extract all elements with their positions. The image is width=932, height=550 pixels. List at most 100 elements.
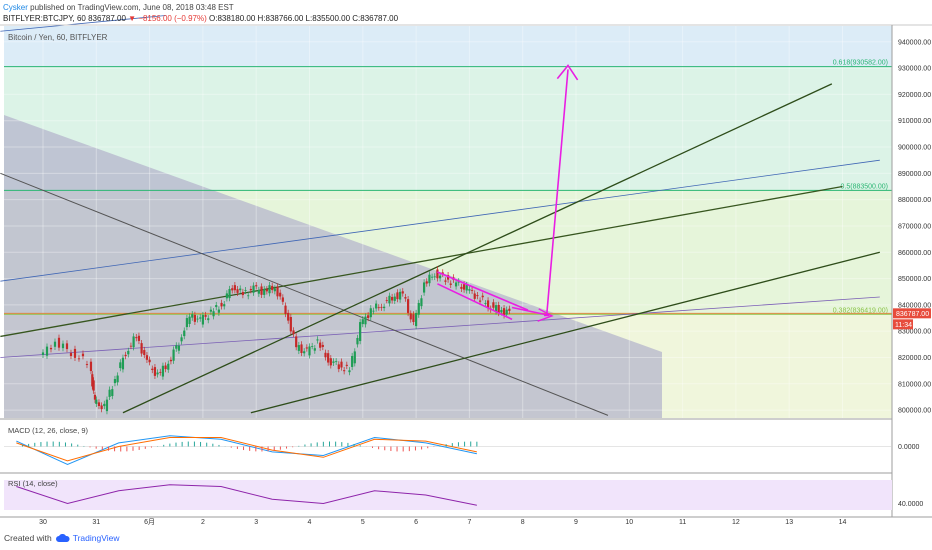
tradingview-logo[interactable]: TradingView <box>55 533 120 543</box>
x-tick-label: 11 <box>679 519 686 526</box>
candle-body <box>457 281 460 283</box>
candle-body <box>327 353 330 363</box>
y-tick-label: 940000.00 <box>898 39 931 46</box>
candle-body <box>396 292 399 300</box>
candle-body <box>502 308 506 316</box>
arrow-up-head <box>556 64 579 81</box>
candle-body <box>49 347 53 350</box>
candle-body <box>380 306 383 308</box>
candle-body <box>361 319 364 325</box>
price-tag <box>893 308 931 319</box>
candle-body <box>231 288 234 291</box>
candle-body <box>127 350 130 355</box>
candle-body <box>169 359 173 362</box>
candle-body <box>508 308 511 311</box>
candle-body <box>172 349 175 361</box>
candle-body <box>345 364 348 366</box>
x-tick-label: 30 <box>39 519 47 526</box>
y-tick-label: 900000.00 <box>898 145 931 152</box>
candle-body <box>470 290 474 291</box>
cloud-icon <box>55 533 70 542</box>
candle-body <box>497 304 500 313</box>
y-tick-label: 810000.00 <box>898 381 931 388</box>
y-tick-label: 930000.00 <box>898 66 931 73</box>
candle-body <box>207 318 210 321</box>
candle-body <box>151 368 154 370</box>
candle-body <box>93 394 97 400</box>
candle-body <box>300 344 303 354</box>
candle-body <box>140 343 143 354</box>
candle-body <box>372 310 375 312</box>
candle-body <box>268 285 271 294</box>
candle-body <box>185 318 189 328</box>
y-tick-label: 820000.00 <box>898 355 931 362</box>
trendline-blue-mid <box>0 159 880 282</box>
x-tick-label: 5 <box>361 519 365 526</box>
candle-body <box>89 361 93 372</box>
arrow-into-channel <box>511 306 550 317</box>
countdown-label: 11:34 <box>895 322 912 329</box>
candle-body <box>177 345 181 351</box>
publish-info: Cysker published on TradingView.com, Jun… <box>3 3 234 12</box>
candle-body <box>244 290 247 291</box>
candle-body <box>399 291 402 300</box>
candle-body <box>77 358 81 360</box>
candle-body <box>233 285 236 291</box>
trendline-green-steep <box>122 83 833 414</box>
candle-body <box>297 345 300 351</box>
candle-body <box>159 371 162 373</box>
candle-body <box>105 399 109 412</box>
candle-body <box>225 293 228 299</box>
footer: Created with TradingView <box>4 533 120 543</box>
publish-text: published on TradingView.com, June 08, 2… <box>30 3 234 12</box>
candle-body <box>409 313 412 320</box>
candle-body <box>95 399 98 404</box>
candle-body <box>476 295 479 297</box>
candle-body <box>348 370 351 373</box>
candle-body <box>153 367 157 376</box>
candle-body <box>204 315 207 317</box>
candle-body <box>391 296 394 301</box>
channel-line-upper <box>437 271 529 311</box>
candle-body <box>103 403 106 407</box>
candle-body <box>57 337 61 348</box>
candle-body <box>91 374 94 387</box>
candle-body <box>45 346 49 356</box>
x-tick-label: 31 <box>92 519 100 526</box>
candle-body <box>175 345 178 349</box>
macd-y-tick: 0.0000 <box>898 444 920 451</box>
candle-body <box>412 314 415 322</box>
macd-label: MACD (12, 26, close, 9) <box>8 426 89 435</box>
candle-body <box>156 372 159 375</box>
candle-body <box>53 341 57 347</box>
brand-name: TradingView <box>72 533 120 543</box>
candle-body <box>135 337 138 339</box>
x-tick-label: 10 <box>625 519 633 526</box>
rsi-label: RSI (14, close) <box>8 479 58 488</box>
y-tick-label: 840000.00 <box>898 302 931 309</box>
candle-body <box>465 285 468 291</box>
candle-body <box>369 308 372 318</box>
candle-body <box>329 358 332 366</box>
price-change: ▼ −8156.00 (−0.97%) <box>128 14 207 23</box>
candle-body <box>446 275 450 280</box>
candle-body <box>69 352 73 357</box>
candle-body <box>436 269 439 279</box>
candle-body <box>119 362 122 369</box>
candle-body <box>377 307 380 309</box>
y-tick-label: 800000.00 <box>898 408 931 415</box>
candle-body <box>375 303 378 309</box>
author-name[interactable]: Cysker <box>3 3 28 12</box>
candle-body <box>61 343 65 349</box>
candle-body <box>108 389 111 397</box>
y-tick-label: 850000.00 <box>898 276 931 283</box>
fib-label: 0.5(883500.00) <box>841 183 888 190</box>
ohlc-values: O:838180.00 H:838766.00 L:835500.00 C:83… <box>209 14 399 23</box>
x-tick-label: 13 <box>785 519 793 526</box>
candle-body <box>161 365 165 377</box>
candle-body <box>449 283 452 285</box>
candle-body <box>321 344 324 347</box>
candle-body <box>92 380 95 391</box>
y-tick-label: 890000.00 <box>898 171 931 178</box>
